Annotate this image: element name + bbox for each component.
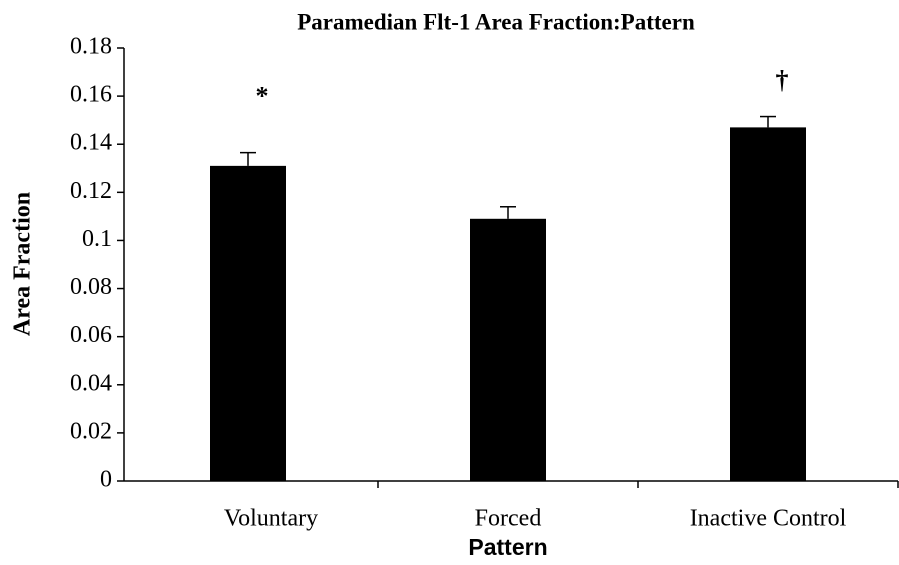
y-axis-label: Area Fraction: [10, 192, 36, 336]
annotation: *: [256, 82, 269, 111]
error-bar: [500, 206, 516, 219]
x-tick-label: Inactive Control: [690, 506, 847, 532]
annotation: †: [776, 66, 789, 95]
y-tick-label: 0.08: [70, 274, 112, 300]
y-tick-label: 0.06: [70, 322, 112, 348]
y-tick-label: 0: [100, 467, 112, 493]
bar: [730, 127, 806, 481]
y-tick-label: 0.16: [70, 82, 112, 108]
chart-title: Paramedian Flt-1 Area Fraction:Pattern: [297, 9, 695, 34]
x-tick-label: Forced: [475, 506, 542, 532]
y-tick-label: 0.14: [70, 130, 112, 156]
y-tick-label: 0.18: [70, 34, 112, 60]
x-tick-label: Voluntary: [224, 506, 318, 532]
y-tick-label: 0.12: [70, 178, 112, 204]
error-bar: [240, 151, 256, 166]
error-bar: [760, 115, 776, 128]
y-tick-label: 0.1: [82, 226, 112, 252]
bar: [210, 165, 286, 481]
x-axis-label: Pattern: [468, 534, 547, 560]
y-tick-label: 0.04: [70, 370, 112, 396]
bar: [470, 218, 546, 482]
y-tick-label: 0.02: [70, 418, 112, 444]
